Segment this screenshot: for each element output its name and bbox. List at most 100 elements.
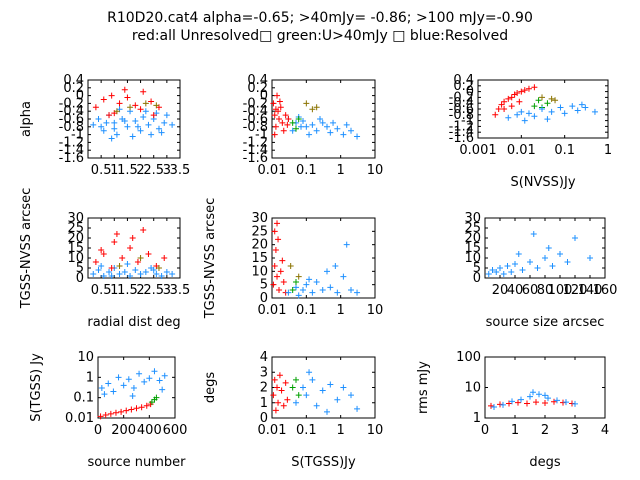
p5-series-1-point xyxy=(334,289,341,296)
p5-series-1-point xyxy=(300,287,307,293)
p8-series-2-point xyxy=(327,381,334,388)
p6-xtick-label: 80 xyxy=(537,283,554,298)
p9-ytick-label: 100 xyxy=(456,350,481,365)
p3-xtick-label: 0.01 xyxy=(507,143,536,158)
p4-series-1-point xyxy=(119,255,126,261)
p8-series-2-point xyxy=(309,376,316,383)
p8-series-2-point xyxy=(354,405,361,412)
p8-series-0-point xyxy=(278,387,285,394)
p1-ytick-label: -1.2 xyxy=(59,135,84,150)
p7-series-2-point xyxy=(130,384,137,391)
p3-series-0-point xyxy=(492,111,499,118)
p2-series-0-point xyxy=(343,121,350,128)
p8-series-0-point xyxy=(274,384,281,391)
p1-series-0-point xyxy=(121,117,128,124)
p1-series-0-point xyxy=(132,117,139,124)
p8-series-1-point xyxy=(289,384,296,391)
p2-series-0-point xyxy=(319,119,326,126)
p4-ytick-label: 5 xyxy=(76,261,84,276)
p6-ytick-label: 0 xyxy=(473,271,481,286)
p3-series-0-point xyxy=(511,91,518,98)
p7-frame xyxy=(97,356,176,419)
p6-ytick-label: 5 xyxy=(473,261,481,276)
p3-series-0-point xyxy=(531,84,538,91)
p1-xtick-label: 1 xyxy=(110,163,118,178)
p2-ytick-label: -1.4 xyxy=(243,143,268,158)
p7-xtick-label: 200 xyxy=(111,423,136,438)
p8-xtick-label: 1 xyxy=(337,423,345,438)
p2-ytick-label: -0.2 xyxy=(243,96,268,111)
p8-series-2-point xyxy=(292,399,299,406)
p4-xtick-label: 1.5 xyxy=(117,283,138,298)
p4-xtick-label: 2 xyxy=(136,283,144,298)
p5-ytick-label: 15 xyxy=(251,251,268,266)
figure-title-line-1: R10D20.cat4 alpha=-0.65; >40mJy= -0.86; … xyxy=(107,10,533,26)
p1-series-2-point xyxy=(153,102,160,109)
p9-series-1-point xyxy=(530,389,536,396)
p5-ytick-label: 10 xyxy=(251,264,268,279)
p1-ytick-label: 0.4 xyxy=(63,73,84,88)
p2-ytick-label: -0.4 xyxy=(243,104,268,119)
p6-xtick-label: 120 xyxy=(563,283,588,298)
p1-frame xyxy=(87,79,181,159)
p7-series-2-point xyxy=(159,386,166,393)
p9-series-1-point xyxy=(554,397,560,404)
p4-series-1-point xyxy=(111,239,118,245)
p8-series-0-point xyxy=(284,396,291,403)
p9-series-1-point xyxy=(563,399,569,406)
p5-ylabel: TGSS-NVSS arcsec xyxy=(203,198,218,320)
p6-series-0-point xyxy=(504,263,511,269)
p2-xtick-label: 1 xyxy=(337,163,345,178)
p2-series-1-point xyxy=(285,116,292,122)
p4-xtick-label: 3 xyxy=(163,283,171,298)
p4-series-0-point xyxy=(169,271,176,277)
p8-series-0-point xyxy=(275,399,282,406)
p2-series-0-point xyxy=(324,123,331,130)
p5-series-1-point xyxy=(324,268,331,275)
p4-ytick-label: 10 xyxy=(67,251,84,266)
p3-series-0-point xyxy=(521,87,528,94)
p6-ytick-label: 30 xyxy=(464,211,481,226)
p1-ytick-label: -1 xyxy=(71,128,84,143)
p9-series-0-point xyxy=(551,398,557,405)
p3-ytick-label: -1.6 xyxy=(449,131,474,146)
p8-series-2-point xyxy=(306,369,313,376)
p2-series-0-point xyxy=(354,133,361,140)
p1-ytick-label: -0.2 xyxy=(59,96,84,111)
p7-series-0-point xyxy=(128,406,135,413)
p7-series-0-point xyxy=(118,408,125,415)
p1-series-1-point xyxy=(116,100,123,107)
p4-series-2-point xyxy=(137,255,144,261)
p5-series-1-point xyxy=(313,279,320,285)
p5-series-0-point xyxy=(271,228,278,235)
p1-series-2-point xyxy=(142,100,149,107)
p4-series-0-point xyxy=(95,267,102,273)
p5-series-2-point xyxy=(292,279,299,285)
p3-ytick-label: -0.6 xyxy=(449,102,474,117)
p2-series-2-point xyxy=(295,116,302,122)
p7-xlabel: source number xyxy=(87,455,186,470)
p8-ytick-label: 4 xyxy=(260,350,268,365)
p6-series-0-point xyxy=(489,267,496,273)
p8-series-0-point xyxy=(270,392,277,399)
p6-xtick-label: 20 xyxy=(492,283,509,298)
p8-series-0-point xyxy=(280,402,287,409)
p4-series-0-point xyxy=(90,271,97,277)
p3-xlabel: S(NVSS)Jy xyxy=(510,175,575,190)
p3-series-2-point xyxy=(505,114,512,121)
p3-series-2-point xyxy=(518,108,525,115)
p4-series-0-point xyxy=(127,273,134,279)
p5-xtick-label: 10 xyxy=(367,303,384,318)
p3-series-0-point xyxy=(501,98,508,105)
p6-xtick-label: 140 xyxy=(578,283,603,298)
p3-series-2-point xyxy=(531,113,538,120)
p3-series-0-point xyxy=(516,98,523,105)
p4-series-0-point xyxy=(121,269,128,275)
p3-series-3-point xyxy=(552,97,559,104)
p3-ytick-label: -1.2 xyxy=(449,119,474,134)
p3-series-1-point xyxy=(544,100,551,107)
p2-ytick-label: -1.2 xyxy=(243,135,268,150)
p2-series-1-point xyxy=(277,104,284,111)
